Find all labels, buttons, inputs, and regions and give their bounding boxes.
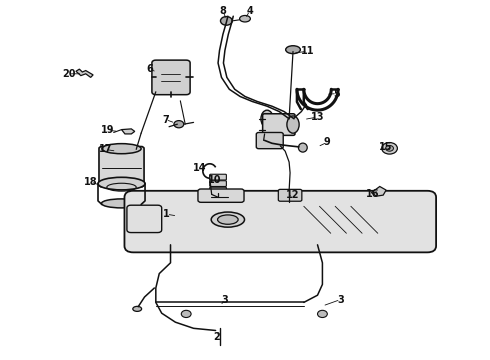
Circle shape [386, 145, 393, 151]
FancyBboxPatch shape [210, 174, 226, 180]
FancyBboxPatch shape [210, 181, 226, 186]
Text: 14: 14 [193, 163, 207, 174]
Text: 2: 2 [213, 332, 220, 342]
Circle shape [382, 143, 397, 154]
Ellipse shape [287, 116, 299, 133]
Circle shape [318, 310, 327, 318]
FancyBboxPatch shape [278, 189, 302, 201]
Text: 5: 5 [334, 89, 341, 99]
Ellipse shape [133, 306, 142, 311]
Polygon shape [122, 129, 135, 134]
Ellipse shape [102, 180, 141, 190]
Circle shape [174, 121, 184, 128]
Text: 11: 11 [301, 46, 315, 56]
FancyBboxPatch shape [198, 189, 244, 202]
Text: 20: 20 [62, 69, 75, 79]
Polygon shape [371, 186, 386, 196]
FancyBboxPatch shape [152, 60, 190, 95]
Text: 13: 13 [311, 112, 324, 122]
Text: 9: 9 [324, 137, 331, 147]
Text: 7: 7 [162, 114, 169, 125]
Ellipse shape [211, 212, 245, 227]
Text: 15: 15 [379, 142, 393, 152]
Text: 4: 4 [246, 6, 253, 16]
Circle shape [220, 17, 232, 25]
FancyBboxPatch shape [210, 187, 226, 193]
Text: 1: 1 [163, 209, 170, 219]
Text: 3: 3 [337, 294, 344, 305]
Text: 12: 12 [286, 190, 300, 200]
Ellipse shape [101, 199, 142, 208]
Text: 19: 19 [101, 125, 115, 135]
Ellipse shape [261, 110, 273, 127]
FancyBboxPatch shape [99, 147, 144, 187]
Polygon shape [76, 69, 93, 77]
FancyBboxPatch shape [127, 205, 162, 233]
FancyBboxPatch shape [263, 114, 295, 135]
Ellipse shape [286, 46, 300, 54]
Text: 10: 10 [208, 175, 221, 185]
Ellipse shape [102, 144, 141, 154]
Circle shape [181, 310, 191, 318]
Text: 6: 6 [146, 64, 153, 74]
Ellipse shape [218, 215, 238, 224]
Text: 18: 18 [84, 177, 98, 187]
FancyBboxPatch shape [124, 191, 436, 252]
Text: 8: 8 [220, 6, 226, 16]
Ellipse shape [240, 15, 250, 22]
FancyBboxPatch shape [261, 135, 279, 148]
Text: 16: 16 [366, 189, 379, 199]
Ellipse shape [298, 143, 307, 152]
Text: 17: 17 [98, 144, 112, 154]
FancyBboxPatch shape [256, 132, 283, 149]
Ellipse shape [98, 177, 145, 190]
Text: 3: 3 [221, 294, 228, 305]
